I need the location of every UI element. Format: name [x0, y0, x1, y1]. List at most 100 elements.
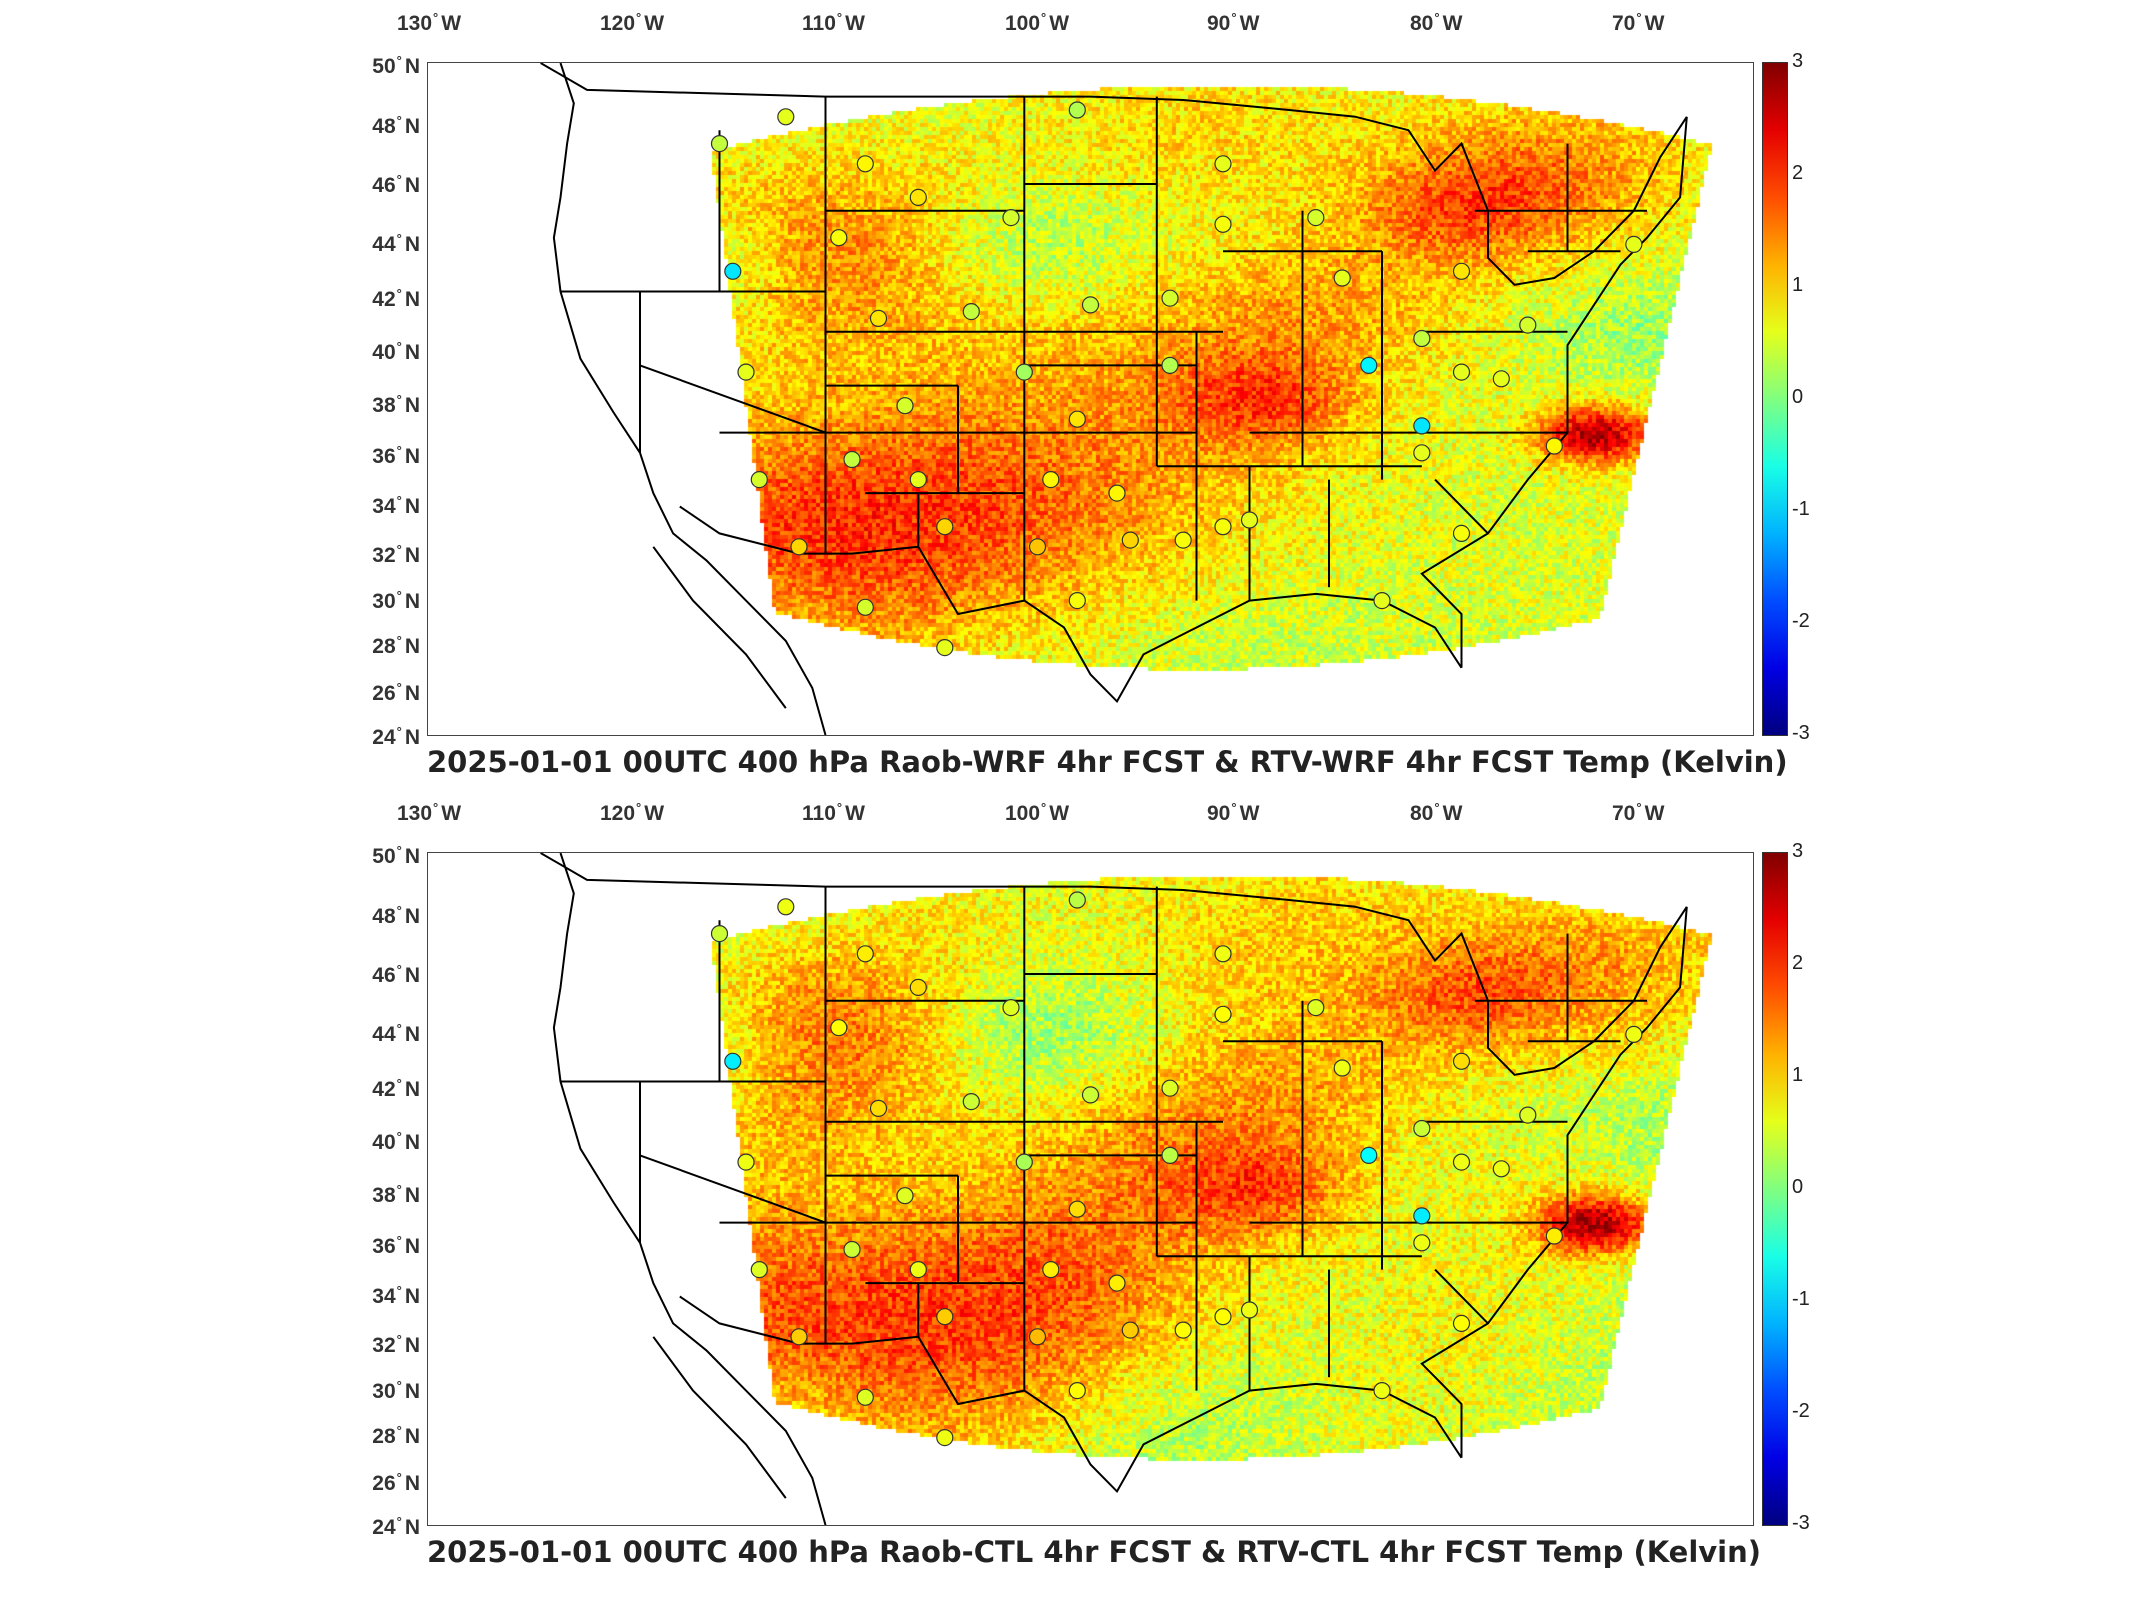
colorbar-tick-label: -3	[1792, 722, 1810, 744]
lon-label: 100° W	[1005, 800, 1070, 825]
lat-label: 26° N	[372, 1470, 420, 1495]
map-overlay	[540, 853, 1688, 1525]
map-area[interactable]	[427, 852, 1754, 1526]
colorbar-tick-label: 2	[1792, 162, 1804, 184]
raob-station-marker	[1307, 209, 1325, 227]
boundary-line	[1355, 115, 1688, 286]
map-panel-1: 130° W 120° W 110° W 100° W 90° W 80° W 70° W 50° N 48° N…	[0, 0, 2133, 790]
raob-station-marker	[1413, 417, 1431, 435]
raob-station-marker	[1002, 999, 1020, 1017]
map-area[interactable]	[427, 62, 1754, 736]
colorbar	[1762, 852, 1788, 1526]
raob-station-marker	[1413, 1207, 1431, 1225]
raob-station-marker	[1068, 891, 1086, 909]
boundary-line	[1434, 478, 1489, 535]
raob-station-marker	[1373, 1381, 1391, 1400]
lon-label: 90° W	[1207, 10, 1260, 35]
lat-label: 38° N	[372, 392, 420, 417]
colorbar-tick-label: -1	[1792, 1288, 1810, 1310]
raob-station-marker	[1625, 235, 1643, 253]
raob-station-marker	[1174, 531, 1192, 549]
raob-station-marker	[936, 638, 954, 657]
lat-label: 24° N	[372, 724, 420, 749]
raob-station-marker	[830, 229, 848, 247]
raob-station-marker	[1519, 316, 1537, 334]
raob-station-marker	[1214, 155, 1232, 173]
colorbar-tick-label: 0	[1792, 386, 1804, 408]
raob-station-marker	[843, 1240, 861, 1259]
raob-station-marker	[936, 518, 954, 536]
raob-station-marker	[1452, 1153, 1471, 1171]
colorbar-tick-label: 2	[1792, 952, 1804, 974]
boundary-line	[1420, 906, 1688, 1458]
boundary-line	[1090, 95, 1356, 118]
raob-station-marker	[1214, 945, 1232, 963]
raob-station-marker	[1081, 1086, 1100, 1104]
raob-station-marker	[1307, 999, 1325, 1017]
lon-label: 70° W	[1612, 10, 1665, 35]
boundary-line	[639, 1154, 826, 1224]
raob-station-marker	[909, 978, 927, 996]
lat-label: 44° N	[372, 1021, 420, 1046]
lon-label: 100° W	[1005, 10, 1070, 35]
raob-station-marker	[1214, 518, 1232, 536]
boundary-line	[552, 853, 827, 1525]
boundary-line	[1434, 1268, 1489, 1325]
map-overlay	[540, 63, 1688, 735]
lat-label: 38° N	[372, 1182, 420, 1207]
raob-station-marker	[1121, 1321, 1139, 1339]
lat-label: 36° N	[372, 1233, 420, 1258]
colorbar-tick-label: -3	[1792, 1512, 1810, 1534]
raob-station-marker	[909, 188, 927, 206]
colorbar-tick-label: -2	[1792, 610, 1810, 632]
lat-label: 32° N	[372, 542, 420, 567]
lat-label: 46° N	[372, 172, 420, 197]
raob-station-marker	[1214, 215, 1232, 233]
raob-station-marker	[1333, 269, 1351, 287]
boundary-line	[540, 853, 1091, 888]
boundary-line	[552, 63, 827, 735]
lat-label: 32° N	[372, 1332, 420, 1357]
lat-label: 50° N	[372, 843, 420, 868]
boundary-line	[652, 1336, 787, 1499]
lat-label: 50° N	[372, 53, 420, 78]
raob-station-marker	[1161, 1146, 1179, 1164]
lat-label: 40° N	[372, 339, 420, 364]
raob-station-marker	[1240, 1301, 1259, 1319]
boundary-line	[652, 546, 787, 709]
lat-label: 28° N	[372, 1423, 420, 1448]
raob-station-marker	[1002, 209, 1020, 227]
raob-station-marker	[1452, 524, 1471, 542]
temperature-difference-field	[428, 853, 1753, 1525]
raob-station-marker	[856, 598, 874, 616]
lat-label: 36° N	[372, 443, 420, 468]
lon-label: 110° W	[802, 800, 865, 825]
lat-label: 30° N	[372, 1378, 420, 1403]
raob-station-marker	[1452, 1052, 1471, 1070]
raob-station-marker	[1174, 1321, 1192, 1339]
raob-station-marker	[1108, 1274, 1126, 1292]
raob-station-marker	[1373, 591, 1391, 610]
raob-station-marker	[1161, 1079, 1179, 1097]
raob-station-marker	[909, 471, 927, 489]
raob-station-marker	[856, 1388, 874, 1406]
raob-station-marker	[909, 1261, 927, 1279]
lon-label: 120° W	[600, 10, 665, 35]
boundary-line	[1420, 116, 1688, 668]
lon-label: 80° W	[1410, 800, 1463, 825]
colorbar-tick-label: 1	[1792, 274, 1804, 296]
raob-station-marker	[962, 303, 980, 321]
raob-station-marker	[1015, 1153, 1033, 1171]
raob-station-marker	[1042, 471, 1060, 489]
raob-station-marker	[750, 1261, 768, 1279]
raob-station-marker	[1413, 1234, 1431, 1252]
raob-station-marker	[777, 108, 795, 126]
raob-station-marker	[1108, 484, 1126, 502]
colorbar-tick-label: -1	[1792, 498, 1810, 520]
boundary-line	[917, 1336, 1463, 1494]
raob-station-marker	[1214, 1005, 1232, 1023]
raob-station-marker	[1492, 1160, 1510, 1178]
lat-label: 46° N	[372, 962, 420, 987]
raob-station-marker	[724, 1052, 742, 1070]
lat-label: 42° N	[372, 286, 420, 311]
